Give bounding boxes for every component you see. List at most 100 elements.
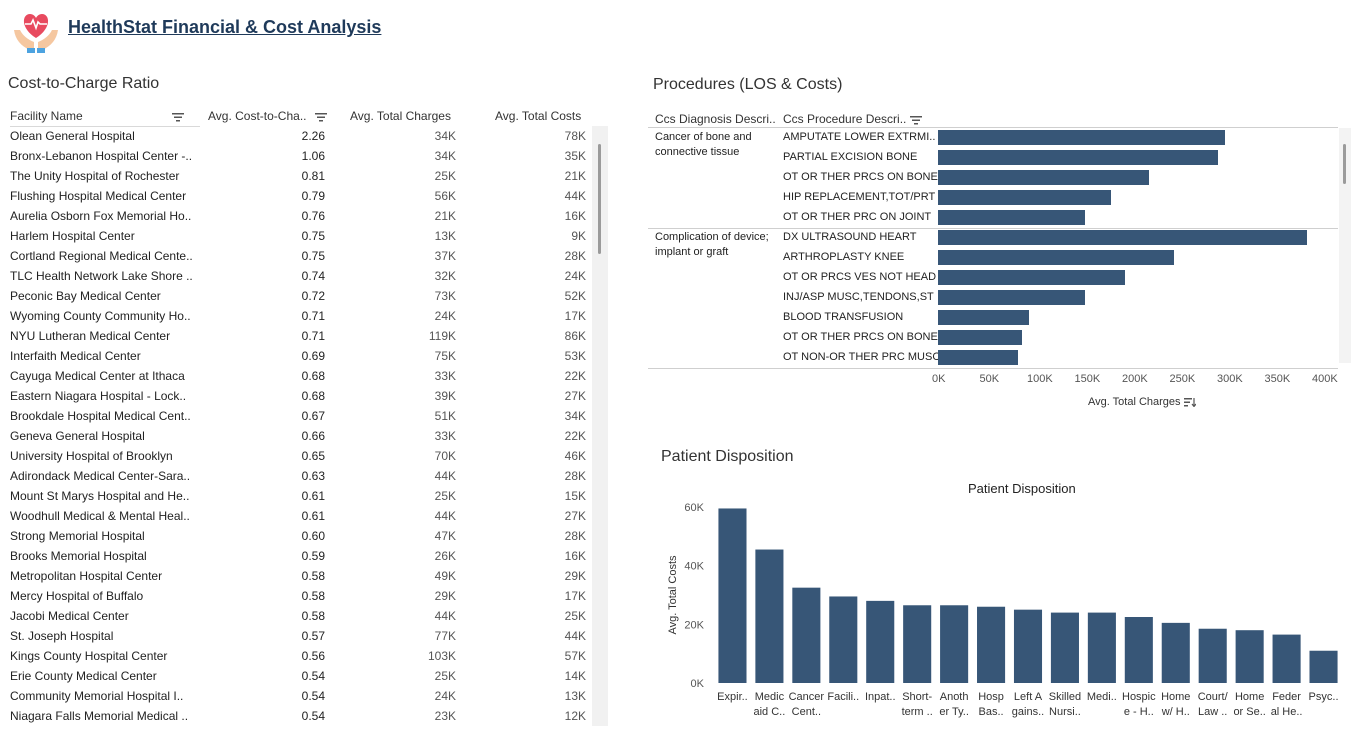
sort-facility-icon[interactable] (172, 109, 184, 123)
procedure-bar[interactable] (938, 250, 1174, 265)
disposition-bar[interactable] (1198, 628, 1227, 683)
disposition-bar[interactable] (1235, 630, 1264, 683)
table-row[interactable]: TLC Health Network Lake Shore .. 0.74 32K 2… (0, 266, 610, 286)
total-costs-cell: 53K (564, 349, 586, 363)
table-row[interactable]: Cayuga Medical Center at Ithaca 0.68 33K 22… (0, 366, 610, 386)
cost-to-charge-ratio-cell: 0.63 (301, 469, 325, 483)
table-row[interactable]: Flushing Hospital Medical Center 0.79 56K 4… (0, 186, 610, 206)
x-tick-label: Short-term .. (902, 691, 933, 718)
disposition-bar[interactable] (1087, 612, 1116, 683)
x-tick-label: Expir.. (717, 691, 748, 703)
table-row[interactable]: Cortland Regional Medical Cente.. 0.75 37K… (0, 246, 610, 266)
disposition-bar[interactable] (792, 587, 821, 683)
x-tick-label: Home w/ H.. (1161, 691, 1191, 718)
column-header-procedure[interactable]: Ccs Procedure Descri.. (783, 112, 922, 126)
table-row[interactable]: Niagara Falls Memorial Medical .. 0.54 23K… (0, 706, 610, 726)
procedure-label: HIP REPLACEMENT,TOT/PRT (783, 191, 936, 203)
disposition-bar[interactable] (977, 606, 1006, 683)
procedures-scrollbar-thumb[interactable] (1343, 144, 1346, 184)
table-row[interactable]: Mercy Hospital of Buffalo 0.58 29K 17K (0, 586, 610, 606)
facility-name-cell: Brookdale Hospital Medical Cent.. (10, 409, 191, 423)
procedure-bar[interactable] (938, 230, 1307, 245)
disposition-bar[interactable] (755, 549, 784, 683)
table-row[interactable]: Mount St Marys Hospital and He.. 0.61 25K 1… (0, 486, 610, 506)
table-row[interactable]: Geneva General Hospital 0.66 33K 22K (0, 426, 610, 446)
procedure-bar[interactable] (938, 210, 1086, 225)
disposition-bar[interactable] (940, 605, 969, 683)
y-axis-label[interactable]: Avg. Total Costs (667, 555, 679, 635)
procedure-bar[interactable] (938, 270, 1126, 285)
procedure-bar[interactable] (938, 310, 1030, 325)
procedure-bar[interactable] (938, 190, 1111, 205)
app-title[interactable]: HealthStat Financial & Cost Analysis (68, 17, 382, 37)
x-tick-label: 150K (1074, 373, 1101, 385)
x-tick-label: Psyc.. (1309, 691, 1339, 703)
table-row[interactable]: St. Joseph Hospital 0.57 77K 44K (0, 626, 610, 646)
total-costs-cell: 21K (564, 169, 586, 183)
procedures-x-axis-label[interactable]: Avg. Total Charges (1088, 396, 1196, 408)
table-row[interactable]: NYU Lutheran Medical Center 0.71 119K 86K (0, 326, 610, 346)
column-header-facility-name[interactable]: Facility Name (10, 109, 83, 123)
table-row[interactable]: The Unity Hospital of Rochester 0.81 25K 21… (0, 166, 610, 186)
procedures-scrollbar[interactable] (1339, 128, 1351, 363)
column-header-total-costs[interactable]: Avg. Total Costs (495, 109, 582, 123)
table-row[interactable]: Brooks Memorial Hospital 0.59 26K 16K (0, 546, 610, 566)
disposition-bar[interactable] (903, 605, 932, 683)
disposition-bar[interactable] (1161, 622, 1190, 683)
facility-name-cell: Bronx-Lebanon Hospital Center -.. (10, 149, 193, 163)
table-row[interactable]: Brookdale Hospital Medical Cent.. 0.67 51K… (0, 406, 610, 426)
column-header-total-charges[interactable]: Avg. Total Charges (350, 109, 451, 123)
heart-in-hands-icon (10, 8, 62, 54)
total-costs-cell: 28K (564, 529, 586, 543)
procedure-bar[interactable] (938, 170, 1149, 185)
facility-name-cell: Metropolitan Hospital Center (10, 569, 163, 583)
x-tick-label: Court/Law .. (1198, 691, 1229, 718)
x-tick-label: Skilled Nursi.. (1049, 691, 1081, 718)
table-row[interactable]: Woodhull Medical & Mental Heal.. 0.61 44K 2… (0, 506, 610, 526)
table-row[interactable]: Erie County Medical Center 0.54 25K 14K (0, 666, 610, 686)
disposition-bar[interactable] (718, 508, 747, 683)
procedure-label: OT OR THER PRC ON JOINT (783, 211, 932, 223)
table-row[interactable]: Jacobi Medical Center 0.58 44K 25K (0, 606, 610, 626)
total-costs-cell: 15K (564, 489, 586, 503)
table-row[interactable]: Olean General Hospital 2.26 34K 78K (0, 126, 610, 146)
disposition-bar[interactable] (1124, 617, 1153, 683)
procedure-bar[interactable] (938, 150, 1219, 165)
sort-ratio-icon[interactable] (315, 109, 327, 123)
procedure-bar[interactable] (938, 330, 1022, 345)
table-row[interactable]: Interfaith Medical Center 0.69 75K 53K (0, 346, 610, 366)
table-row[interactable]: Adirondack Medical Center-Sara.. 0.63 44K 2… (0, 466, 610, 486)
table-row[interactable]: Kings County Hospital Center 0.56 103K 57K (0, 646, 610, 666)
x-tick-label: 400K (1312, 373, 1338, 385)
procedures-title: Procedures (LOS & Costs) (653, 76, 843, 93)
table-row[interactable]: University Hospital of Brooklyn 0.65 70K 46… (0, 446, 610, 466)
disposition-bar[interactable] (829, 596, 858, 683)
disposition-bar[interactable] (866, 600, 895, 683)
header-divider (10, 126, 200, 127)
table-row[interactable]: Strong Memorial Hospital 0.60 47K 28K (0, 526, 610, 546)
table-row[interactable]: Peconic Bay Medical Center 0.72 73K 52K (0, 286, 610, 306)
table-row[interactable]: Wyoming County Community Ho.. 0.71 24K 17K (0, 306, 610, 326)
table-row[interactable]: Bronx-Lebanon Hospital Center -.. 1.06 34K… (0, 146, 610, 166)
facility-name-cell: Wyoming County Community Ho.. (10, 309, 191, 323)
table-scrollbar[interactable] (592, 126, 608, 726)
disposition-bar[interactable] (1013, 609, 1043, 683)
column-header-diagnosis[interactable]: Ccs Diagnosis Descri.. (655, 112, 776, 126)
procedure-bar[interactable] (938, 350, 1018, 365)
table-row[interactable]: Eastern Niagara Hospital - Lock.. 0.68 39K… (0, 386, 610, 406)
column-header-cost-to-charge[interactable]: Avg. Cost-to-Cha.. (208, 109, 307, 123)
total-charges-cell: 24K (434, 689, 456, 703)
table-row[interactable]: Community Memorial Hospital I.. 0.54 24K 13… (0, 686, 610, 706)
table-row[interactable]: Harlem Hospital Center 0.75 13K 9K (0, 226, 610, 246)
procedure-bar[interactable] (938, 130, 1225, 145)
facility-name-cell: NYU Lutheran Medical Center (10, 329, 171, 343)
table-row[interactable]: Metropolitan Hospital Center 0.58 49K 29K (0, 566, 610, 586)
table-row[interactable]: Aurelia Osborn Fox Memorial Ho.. 0.76 21K 1… (0, 206, 610, 226)
procedure-bar[interactable] (938, 290, 1086, 305)
disposition-bar[interactable] (1272, 634, 1301, 683)
disposition-bar-chart: 0K 20K 40K 60K Avg. Total Costs Expir.. Medic a… (667, 502, 1339, 718)
disposition-bar[interactable] (1309, 650, 1338, 683)
table-scrollbar-thumb[interactable] (598, 144, 601, 254)
disposition-bar[interactable] (1050, 612, 1079, 683)
